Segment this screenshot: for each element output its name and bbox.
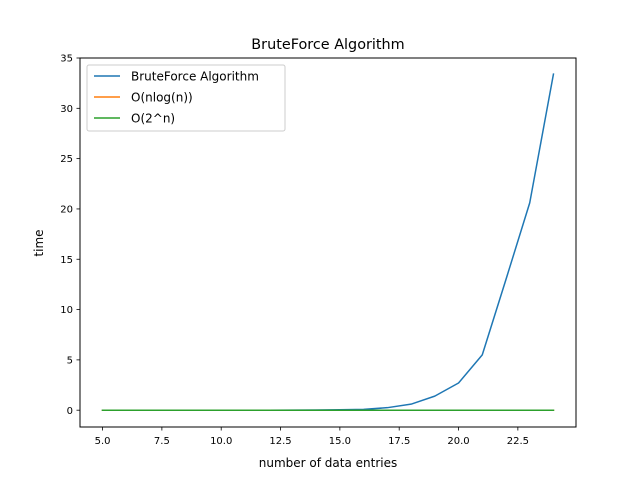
chart-title: BruteForce Algorithm	[251, 37, 404, 53]
y-tick-label: 0	[67, 406, 73, 417]
x-axis-label: number of data entries	[259, 456, 397, 470]
x-axis-ticks: 5.0 7.5 10.0 12.5 15.0 17.5 20.0 22.5	[95, 427, 529, 447]
legend-label-1: BruteForce Algorithm	[131, 70, 259, 84]
x-tick-label: 20.0	[447, 436, 469, 447]
y-tick-label: 10	[60, 305, 73, 316]
y-axis-label: time	[32, 229, 46, 256]
x-tick-label: 10.0	[210, 436, 232, 447]
plot-area-frame	[79, 57, 577, 428]
y-tick-label: 15	[60, 255, 73, 266]
legend: BruteForce Algorithm O(nlog(n)) O(2^n)	[86, 64, 286, 132]
legend-entries: BruteForce Algorithm O(nlog(n)) O(2^n)	[94, 70, 259, 126]
y-tick-label: 20	[60, 205, 73, 216]
legend-label-2: O(nlog(n))	[131, 91, 193, 105]
y-tick-label: 35	[60, 54, 73, 65]
y-tick-label: 30	[60, 104, 73, 115]
legend-box	[86, 64, 286, 132]
y-tick-label: 25	[60, 154, 73, 165]
x-tick-label: 5.0	[95, 436, 111, 447]
x-tick-label: 7.5	[154, 436, 170, 447]
y-tick-label: 5	[67, 355, 73, 366]
series-layer	[101, 73, 555, 411]
legend-label-3: O(2^n)	[131, 112, 175, 126]
y-axis-ticks: 0 5 10 15 20 25 30 35	[60, 54, 80, 417]
x-tick-label: 15.0	[329, 436, 351, 447]
x-tick-label: 12.5	[269, 436, 291, 447]
x-tick-label: 17.5	[388, 436, 410, 447]
x-tick-label: 22.5	[507, 436, 529, 447]
